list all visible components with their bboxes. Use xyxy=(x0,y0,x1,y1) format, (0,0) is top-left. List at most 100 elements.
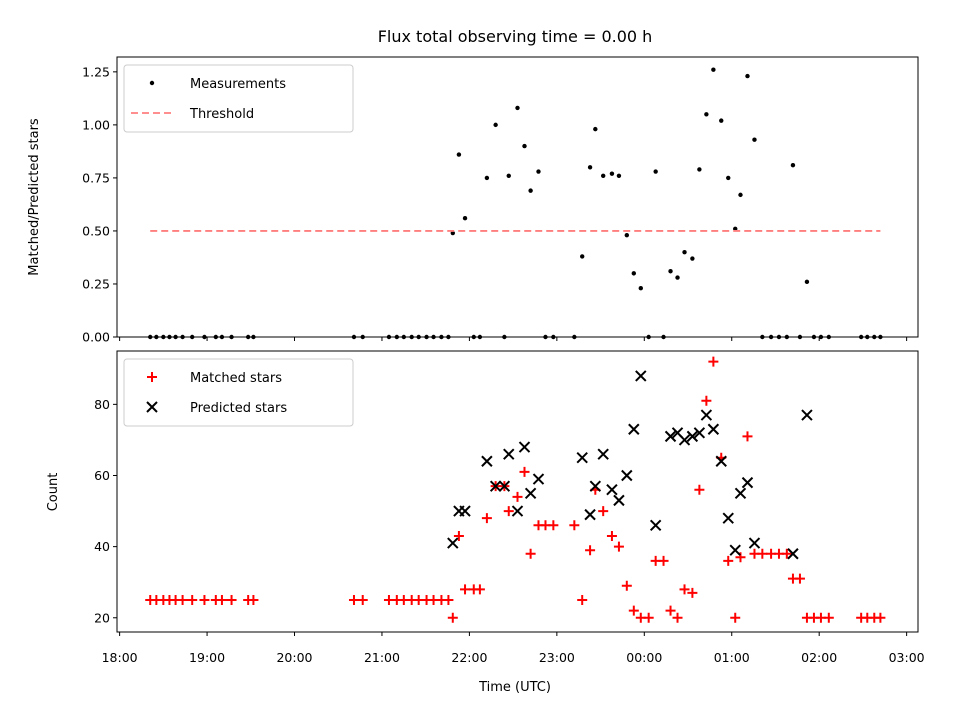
data-point xyxy=(613,494,625,507)
y-tick-label: 60 xyxy=(94,468,110,483)
data-point xyxy=(587,165,593,170)
data-point xyxy=(875,612,886,623)
data-point xyxy=(453,530,464,541)
data-point xyxy=(738,192,743,198)
data-point xyxy=(569,520,580,531)
data-point xyxy=(462,216,468,221)
x-tick-label: 02:00 xyxy=(801,650,837,665)
data-point xyxy=(177,594,188,605)
data-point xyxy=(638,286,643,291)
data-point xyxy=(593,126,598,132)
data-point xyxy=(348,594,359,605)
data-point xyxy=(649,519,662,531)
data-point xyxy=(489,480,502,492)
data-point xyxy=(616,173,622,178)
data-point xyxy=(598,506,609,517)
data-point xyxy=(742,431,753,442)
data-point xyxy=(609,171,615,176)
data-point xyxy=(528,188,533,193)
data-point xyxy=(519,466,530,477)
y-tick-label: 0.50 xyxy=(82,223,110,238)
data-point xyxy=(675,275,680,280)
y-tick-label: 40 xyxy=(94,539,110,554)
y-tick-label: 1.25 xyxy=(82,64,110,79)
data-point xyxy=(700,409,713,421)
y-tick-label: 20 xyxy=(94,610,110,625)
chart-title: Flux total observing time = 0.00 h xyxy=(378,27,653,46)
data-point xyxy=(506,173,511,178)
data-point xyxy=(694,484,705,495)
series-predicted-stars xyxy=(447,370,813,560)
axes-frame xyxy=(116,350,919,633)
data-point xyxy=(576,452,588,464)
data-point xyxy=(697,167,702,172)
data-point xyxy=(584,508,596,521)
data-point xyxy=(635,370,647,382)
data-point xyxy=(707,423,720,435)
data-point xyxy=(757,548,768,559)
x-tick-label: 19:00 xyxy=(189,650,225,665)
data-point xyxy=(664,430,677,443)
data-point xyxy=(515,105,520,111)
data-point xyxy=(643,612,654,623)
data-point xyxy=(719,118,724,123)
data-point xyxy=(589,480,602,492)
data-point xyxy=(621,469,633,482)
data-point xyxy=(679,584,690,595)
data-point xyxy=(711,67,716,72)
legend-swatch xyxy=(146,401,158,413)
data-point xyxy=(522,143,527,149)
axes-frame xyxy=(116,56,919,338)
data-point xyxy=(498,480,511,492)
y-tick-label: 80 xyxy=(94,397,110,412)
data-point xyxy=(606,484,618,496)
data-point xyxy=(823,612,834,623)
x-tick-label: 22:00 xyxy=(451,650,487,665)
data-point xyxy=(226,594,237,605)
data-point xyxy=(493,122,498,128)
data-point xyxy=(450,230,455,236)
data-point xyxy=(459,505,471,517)
data-point xyxy=(580,254,585,259)
data-point xyxy=(804,279,810,285)
data-point xyxy=(525,548,536,559)
data-point xyxy=(585,545,596,556)
data-point xyxy=(708,356,719,367)
y-tick-label: 0.25 xyxy=(82,276,110,291)
data-point xyxy=(748,537,761,549)
data-point xyxy=(668,269,673,274)
data-point xyxy=(733,226,738,232)
data-point xyxy=(686,430,699,443)
data-point xyxy=(187,594,198,605)
data-point xyxy=(503,448,515,460)
x-tick-label: 00:00 xyxy=(626,650,662,665)
x-tick-label: 21:00 xyxy=(364,650,400,665)
data-point xyxy=(715,455,727,467)
legend-frame xyxy=(123,358,354,427)
bottom-panel-counts: 20 40 60 80 18:00 19:00 20:00 21:00 22:00 23:00 00… xyxy=(94,350,925,665)
legend-swatch xyxy=(149,80,155,86)
data-point xyxy=(704,112,709,117)
data-point xyxy=(665,605,676,616)
data-point xyxy=(536,169,541,174)
data-point xyxy=(357,594,368,605)
data-point xyxy=(606,530,617,541)
data-point xyxy=(443,594,454,605)
data-point xyxy=(481,513,492,524)
data-point xyxy=(216,594,227,605)
y-tick-label: 0.00 xyxy=(82,330,110,345)
data-point xyxy=(577,594,588,605)
data-point xyxy=(723,555,734,566)
data-point xyxy=(447,612,458,623)
legend-frame xyxy=(123,64,354,133)
data-point xyxy=(690,256,695,261)
data-point xyxy=(512,491,523,502)
legend-label: Threshold xyxy=(189,107,254,122)
data-point xyxy=(518,441,531,453)
data-point xyxy=(460,584,471,595)
y-tick-label: 1.00 xyxy=(82,117,110,132)
data-point xyxy=(658,555,669,566)
x-tick-label: 20:00 xyxy=(276,650,312,665)
data-point xyxy=(693,427,706,439)
data-point xyxy=(781,548,792,559)
